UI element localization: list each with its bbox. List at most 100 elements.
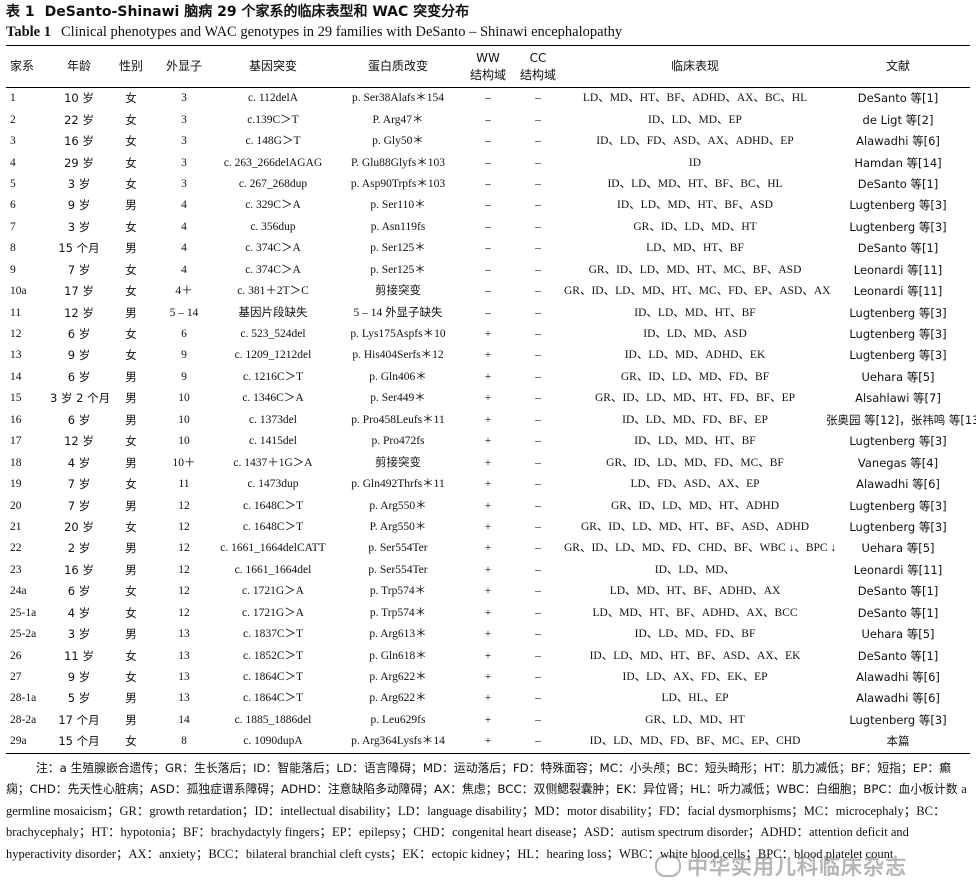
table-cell: 13 (178, 649, 190, 662)
table-title-en-text: Clinical phenotypes and WAC genotypes in… (61, 24, 623, 40)
table-cell: 男 (125, 562, 137, 577)
table-cell: 6 (10, 199, 16, 212)
table-cell: – (485, 92, 491, 105)
table-cell: – (535, 606, 541, 619)
table-cell: 9 (10, 263, 16, 276)
table-cell: 10＋ (172, 456, 196, 469)
table-cell: de Ligt 等[2] (862, 112, 934, 127)
table-cell: 男 (125, 541, 137, 556)
table-cell: – (485, 156, 491, 169)
table-cell: DeSanto 等[1] (857, 241, 939, 256)
table-cell: 男 (125, 712, 137, 727)
table-cell: GR、LD、MD、HT (645, 713, 745, 726)
table-document: 表 1 DeSanto-Shinawi 脑病 29 个家系的临床表型和 WAC 突… (6, 2, 976, 865)
table-cell: 27 (10, 671, 22, 684)
table-cell: – (535, 628, 541, 641)
table-cell: p. Ser554Ter (368, 563, 428, 576)
table-cell: 15 个月 (58, 241, 100, 256)
table-cell: 28-1a (10, 692, 37, 705)
table-cell: – (535, 542, 541, 555)
table-cell: + (484, 328, 492, 341)
table-cell: – (535, 285, 541, 298)
table-cell: p. Ser110＊ (370, 199, 426, 212)
top-rule (6, 45, 970, 46)
table-row: 4 29 岁 女 3 c. 263_266delAGAG P. Glu88Glyfs＊10… (6, 152, 970, 173)
table-cell: 19 (10, 478, 22, 491)
table-cell: – (535, 435, 541, 448)
table-cell: + (484, 692, 492, 705)
table-row: 12 6 岁 女 6 c. 523_524del p. Lys175Aspfs＊10 + – I… (6, 324, 970, 345)
table-row: 5 3 岁 女 3 c. 267_268dup p. Asp90Trpfs＊103 – – ID… (6, 174, 970, 195)
table-row: 22 2 岁 男 12 c. 1661_1664delCATT p. Ser554Ter +… (6, 538, 970, 559)
table-cell: – (535, 156, 541, 169)
table-cell: c. 1415del (249, 435, 297, 448)
table-cell: c. 374C＞A (245, 263, 301, 276)
table-cell: 4＋ (175, 285, 193, 298)
table-label-en: Table 1 (6, 24, 51, 40)
table-cell: c. 1721G＞A (242, 606, 304, 619)
table-cell: – (535, 113, 541, 126)
table-cell: 5 – 14 外显子缺失 (353, 306, 443, 319)
table-cell: 女 (125, 648, 137, 663)
table-cell: 29 岁 (64, 155, 94, 170)
notes-cn: 注：a 生殖腺嵌合遗传；GR：生长落后；ID：智能落后；LD：语言障碍；MD：运… (6, 760, 958, 797)
table-cell: 17 岁 (64, 284, 94, 299)
table-cell: p. Pro458Leufs＊11 (351, 413, 445, 426)
table-cell: 22 岁 (64, 112, 94, 127)
table-cell: 9 岁 (67, 670, 91, 685)
table-cell: 5 – 14 (169, 306, 199, 319)
table-cell: Vanegas 等[4] (857, 455, 939, 470)
table-cell: c. 1216C＞T (242, 370, 304, 383)
table-cell: c. 112delA (247, 92, 299, 105)
table-cell: – (485, 220, 491, 233)
table-cell: ID、LD、MD、HT、BF、ASD (617, 199, 773, 212)
table-cell: + (484, 585, 492, 598)
table-cell: c. 1885_1886del (234, 713, 312, 726)
table-cell: Lugtenberg 等[3] (849, 519, 947, 534)
table-cell: + (484, 606, 492, 619)
table-cell: 10 岁 (64, 91, 94, 106)
table-cell: – (535, 306, 541, 319)
table-cell: 3 (181, 135, 187, 148)
table-cell: 7 岁 (67, 498, 91, 513)
table-cell: 9 岁 (67, 348, 91, 363)
table-cell: – (485, 177, 491, 190)
table-cell: 2 岁 (67, 541, 91, 556)
table-cell: p. Lys175Aspfs＊10 (350, 328, 446, 341)
table-cell: c. 329C＞A (245, 199, 301, 212)
phenotype-table: 家系 年龄 性别 外显子 基因突变 蛋白质改变 WW 结构域 CC 结构域 临床… (6, 46, 976, 754)
table-row: 18 4 岁 男 10＋ c. 1437＋1G＞A 剪接突变 + – GR、ID、LD、MD、F… (6, 452, 970, 473)
table-row: 6 9 岁 男 4 c. 329C＞A p. Ser110＊ – – ID、LD、MD、HT、B… (6, 195, 970, 216)
table-cell: c. 523_524del (240, 328, 306, 341)
table-row: 28-1a 5 岁 男 13 c. 1864C＞T p. Arg622＊ + – LD、HL、E… (6, 688, 970, 709)
table-label-cn: 表 1 (6, 4, 35, 20)
table-cell: – (535, 520, 541, 533)
table-cell: 13 (178, 671, 190, 684)
table-cell: ID、LD、MD、EP (648, 113, 742, 126)
table-cell: Alawadhi 等[6] (856, 134, 940, 149)
table-cell: 女 (125, 348, 137, 363)
table-cell: 18 (10, 456, 22, 469)
table-cell: Lugtenberg 等[3] (849, 434, 947, 449)
table-cell: 6 岁 (67, 412, 91, 427)
table-cell: p. Pro472fs (371, 435, 425, 448)
table-cell: c. 1864C＞T (242, 671, 304, 684)
table-cell: + (484, 478, 492, 491)
table-cell: 本篇 (826, 731, 970, 754)
table-cell: – (535, 478, 541, 491)
table-cell: 7 岁 (67, 262, 91, 277)
table-cell: – (535, 177, 541, 190)
table-cell: – (485, 135, 491, 148)
table-cell: + (484, 520, 492, 533)
table-cell: 7 岁 (67, 477, 91, 492)
table-cell: Lugtenberg 等[3] (849, 305, 947, 320)
table-cell: + (484, 456, 492, 469)
table-cell: 3 岁 (67, 219, 91, 234)
table-cell: c. 356dup (250, 220, 296, 233)
table-cell: 8 (154, 731, 214, 754)
table-cell: 8 (10, 242, 16, 255)
table-cell: p. Gln618＊ (369, 649, 427, 662)
table-cell: – (535, 328, 541, 341)
table-cell: p. Ser38Alafs＊154 (352, 92, 444, 105)
header-cell: 年龄 (50, 46, 108, 88)
